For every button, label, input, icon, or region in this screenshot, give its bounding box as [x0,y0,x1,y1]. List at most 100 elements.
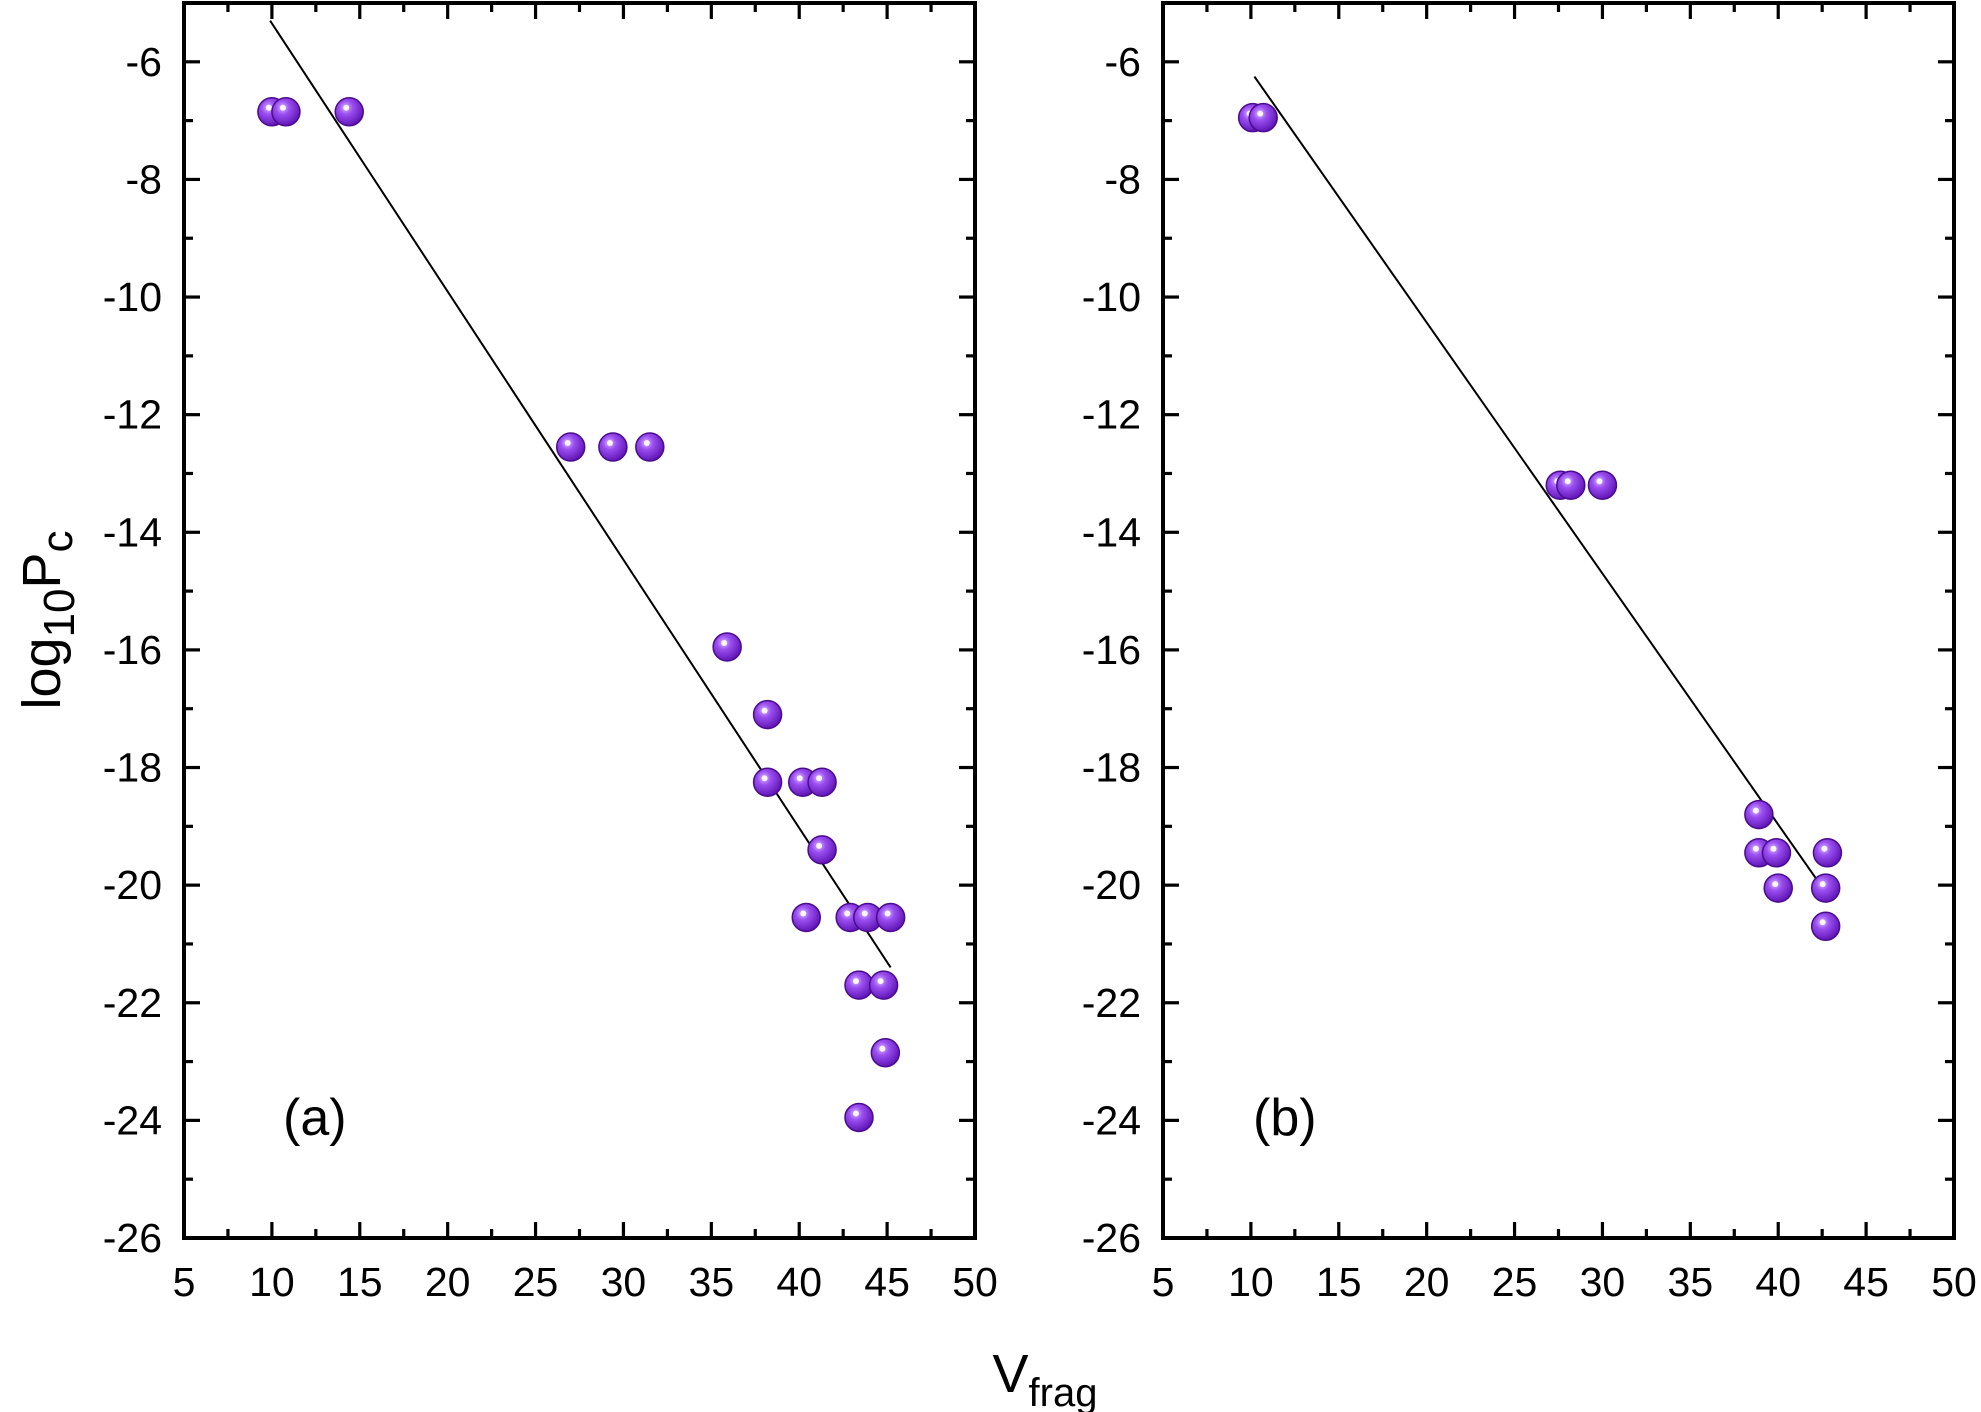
data-point [334,97,364,127]
data-point [844,970,874,1000]
panel-label: (a) [283,1089,347,1147]
x-tick-label: 15 [337,1259,383,1305]
x-tick-label: 25 [513,1259,559,1305]
x-tick-label: 50 [1931,1259,1977,1305]
x-tick-label: 50 [952,1259,998,1305]
data-point-highlight [343,104,350,111]
y-tick-label: -8 [126,156,162,202]
x-tick-label: 10 [1228,1259,1274,1305]
y-tick-label: -10 [1082,274,1141,320]
y-tick-label: -14 [1082,509,1141,555]
y-tick-label: -14 [103,509,162,555]
data-point [807,835,837,865]
y-tick-label: -16 [1082,627,1141,673]
y-axis-title: log10Pc [12,530,84,709]
x-tick-label: 35 [689,1259,735,1305]
data-point-highlight [816,775,823,782]
data-point [271,97,301,127]
data-point-highlight [796,775,803,782]
x-tick-label: 30 [601,1259,647,1305]
x-tick-label: 20 [425,1259,471,1305]
data-point-highlight [1819,919,1826,926]
data-point-highlight [877,978,884,985]
data-point [635,432,665,462]
x-tick-label: 15 [1316,1259,1362,1305]
data-point [875,902,906,933]
data-point-highlight [1752,845,1759,852]
data-point [1556,470,1586,500]
panel-b: 5 10 15 20 25 30 35 40 45 50 -26 -24 -22 -20 -18 -16 -14… [1082,1,1977,1305]
data-point-highlight [884,910,891,917]
data-point-highlight [606,440,613,447]
x-tick-label: 40 [1755,1259,1801,1305]
x-tick-label: 25 [1492,1259,1538,1305]
data-point-highlight [279,104,286,111]
data-point-highlight [852,1110,859,1117]
y-tick-label: -24 [1082,1097,1141,1143]
x-tick-label: 5 [173,1259,196,1305]
x-tick-label: 35 [1668,1259,1714,1305]
x-tick-label: 10 [249,1259,295,1305]
data-point [1761,838,1792,868]
y-tick-label: -24 [103,1097,162,1143]
y-tick-label: -22 [1082,980,1141,1026]
y-tick-label: -16 [103,627,162,673]
y-tick-label: -18 [1082,745,1141,791]
data-point [1587,470,1618,500]
data-point-highlight [1821,845,1828,852]
x-tick-label: 5 [1152,1259,1175,1305]
data-point-highlight [721,639,728,646]
y-tick-label: -18 [103,745,162,791]
y-tick-label: -20 [1082,862,1141,908]
data-point [598,432,628,462]
data-point [868,970,899,1000]
x-tick-label: 30 [1580,1259,1626,1305]
data-point-highlight [265,104,272,111]
data-point [1810,911,1841,942]
data-point [807,767,837,797]
panel-a: 5 10 15 20 25 30 35 40 45 50 -26 -24 -22 -20 -18 -16 -14… [103,1,998,1305]
data-point-highlight [564,440,571,447]
data-point [712,632,742,662]
data-point-highlight [761,707,768,714]
data-point-highlight [879,1045,886,1052]
data-point-highlight [1819,881,1826,888]
fit-line [269,20,892,969]
data-point [870,1038,901,1068]
data-point-highlight [816,842,823,849]
data-point [1812,838,1843,868]
y-tick-label: -26 [103,1215,162,1261]
x-tick-label: 45 [864,1259,910,1305]
data-point [1810,873,1841,903]
data-point-highlight [1596,478,1603,485]
data-point-highlight [800,910,807,917]
x-tick-label: 20 [1404,1259,1450,1305]
data-point [555,432,586,462]
data-point-highlight [1257,110,1264,117]
data-point [752,767,783,797]
data-point-highlight [643,440,650,447]
x-tick-label: 40 [776,1259,822,1305]
data-point [1248,102,1278,133]
x-axis-title: Vfrag [993,1344,1098,1412]
plot-frame [1161,1,1956,1240]
data-point-highlight [1770,845,1777,852]
data-point [1763,873,1793,903]
data-point [1744,799,1774,830]
data-point-highlight [1752,807,1759,814]
y-tick-label: -20 [103,862,162,908]
y-tick-label: -6 [126,39,162,85]
y-tick-label: -12 [103,392,162,438]
data-point [791,902,822,933]
data-point-highlight [844,910,851,917]
data-point [844,1102,874,1133]
y-tick-label: -10 [103,274,162,320]
data-point-highlight [1772,881,1779,888]
panel-label: (b) [1253,1089,1317,1147]
data-point-highlight [761,775,768,782]
y-tick-label: -22 [103,980,162,1026]
x-tick-label: 45 [1843,1259,1889,1305]
data-point-highlight [1564,478,1571,485]
data-point [752,699,783,730]
